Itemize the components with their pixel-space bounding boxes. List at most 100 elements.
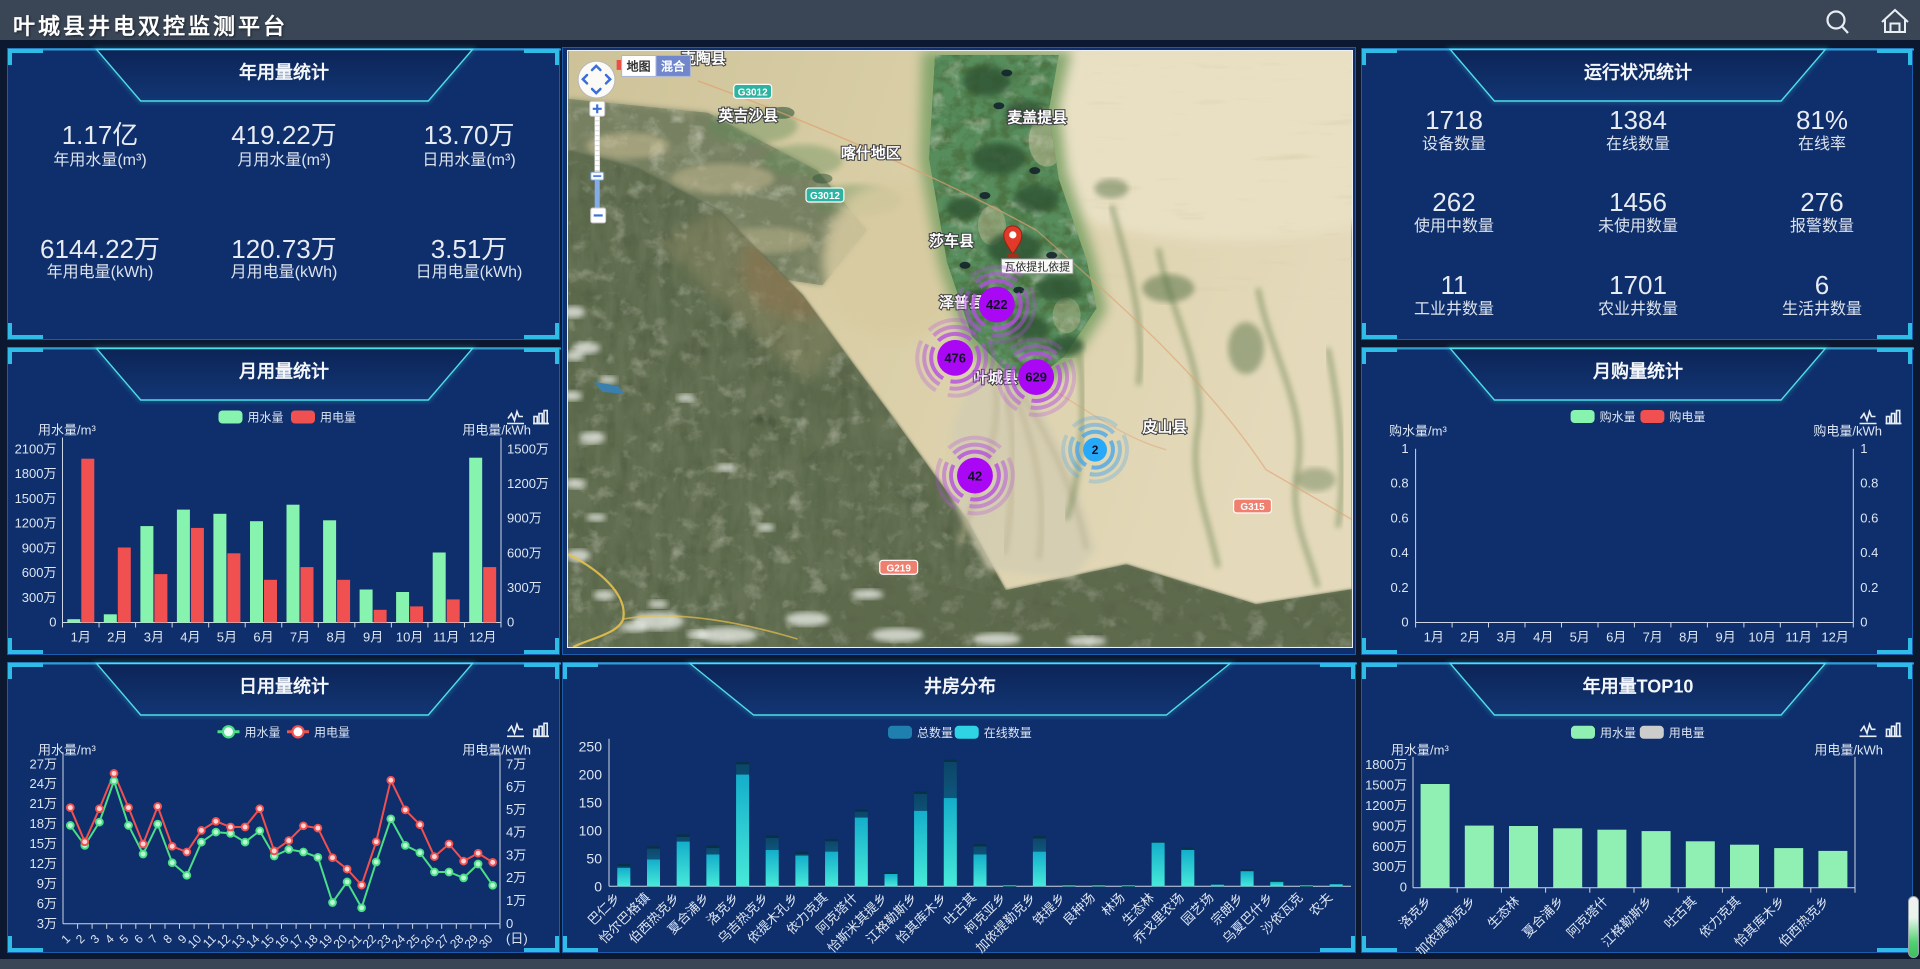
svg-text:7月: 7月 (1643, 629, 1663, 644)
svg-text:英吉沙县: 英吉沙县 (718, 106, 778, 124)
svg-text:用水量/m³: 用水量/m³ (38, 742, 96, 757)
svg-text:27万: 27万 (30, 756, 57, 771)
svg-text:7万: 7万 (506, 756, 526, 771)
svg-text:喀什地区: 喀什地区 (841, 144, 901, 162)
svg-text:总数量: 总数量 (917, 724, 953, 739)
svg-text:1200万: 1200万 (1365, 798, 1407, 813)
svg-text:4万: 4万 (506, 824, 526, 839)
svg-text:30: 30 (476, 931, 496, 951)
svg-text:1: 1 (1401, 440, 1408, 455)
svg-text:1月: 1月 (1424, 629, 1444, 644)
svg-text:8月: 8月 (326, 629, 346, 644)
svg-text:12万: 12万 (30, 856, 57, 871)
svg-text:8: 8 (160, 931, 175, 946)
svg-text:3万: 3万 (506, 847, 526, 862)
svg-text:7: 7 (146, 931, 161, 946)
svg-text:0: 0 (49, 614, 56, 629)
svg-text:10月: 10月 (1748, 629, 1775, 644)
svg-text:4月: 4月 (180, 629, 200, 644)
svg-text:1: 1 (1860, 440, 1867, 455)
svg-text:300万: 300万 (507, 579, 542, 594)
svg-text:农夫: 农夫 (1306, 890, 1335, 919)
svg-text:0.6: 0.6 (1391, 510, 1409, 525)
svg-text:用水量: 用水量 (245, 725, 281, 739)
svg-text:5: 5 (117, 931, 132, 946)
svg-text:良种场: 良种场 (1060, 890, 1098, 928)
svg-text:0: 0 (1860, 614, 1867, 629)
svg-text:5月: 5月 (1570, 629, 1590, 644)
svg-text:0: 0 (507, 614, 514, 629)
svg-text:用水量/m³: 用水量/m³ (1391, 742, 1449, 757)
svg-text:瓦依提扎依提: 瓦依提扎依提 (1004, 259, 1070, 273)
svg-text:1800万: 1800万 (1365, 757, 1407, 772)
svg-text:用水量: 用水量 (1600, 725, 1636, 739)
svg-text:600万: 600万 (22, 565, 57, 580)
svg-text:生态林: 生态林 (1484, 893, 1522, 931)
svg-text:12月: 12月 (469, 629, 496, 644)
svg-text:0: 0 (1400, 879, 1407, 894)
svg-text:422: 422 (986, 297, 1008, 312)
svg-text:300万: 300万 (22, 589, 57, 604)
svg-text:皮山县: 皮山县 (1142, 418, 1187, 436)
svg-text:150: 150 (579, 794, 603, 810)
svg-text:6万: 6万 (506, 779, 526, 794)
svg-text:629: 629 (1025, 370, 1047, 385)
svg-text:3: 3 (88, 931, 103, 946)
svg-text:混合: 混合 (661, 58, 685, 73)
svg-text:21万: 21万 (30, 796, 57, 811)
svg-text:42: 42 (968, 468, 982, 483)
svg-text:8月: 8月 (1679, 629, 1699, 644)
svg-text:0.8: 0.8 (1860, 475, 1878, 490)
svg-text:井房分布: 井房分布 (924, 675, 996, 696)
svg-text:7月: 7月 (290, 629, 310, 644)
svg-text:洛克乡: 洛克乡 (1396, 893, 1434, 931)
svg-text:地图: 地图 (627, 58, 651, 73)
svg-text:夏合浦乡: 夏合浦乡 (1519, 893, 1566, 940)
svg-text:2月: 2月 (107, 629, 127, 644)
svg-text:用电量/kWh: 用电量/kWh (462, 742, 531, 757)
svg-text:吐古其: 吐古其 (1661, 893, 1699, 931)
svg-text:11月: 11月 (433, 629, 460, 644)
svg-text:1万: 1万 (506, 893, 526, 908)
svg-text:900万: 900万 (507, 510, 542, 525)
svg-text:用电量: 用电量 (320, 410, 356, 424)
svg-text:100: 100 (579, 822, 603, 838)
svg-text:G315: G315 (1240, 502, 1265, 513)
svg-text:0.2: 0.2 (1391, 579, 1409, 594)
svg-text:2月: 2月 (1460, 629, 1480, 644)
svg-text:12月: 12月 (1821, 629, 1848, 644)
svg-text:900万: 900万 (1372, 818, 1407, 833)
svg-text:3月: 3月 (144, 629, 164, 644)
svg-text:克陶县: 克陶县 (681, 50, 726, 67)
svg-text:日用量统计: 日用量统计 (239, 675, 329, 696)
svg-text:300万: 300万 (1372, 859, 1407, 874)
svg-text:购电量/kWh: 购电量/kWh (1813, 423, 1882, 438)
svg-text:6月: 6月 (253, 629, 273, 644)
svg-text:G3012: G3012 (810, 191, 840, 202)
svg-text:6月: 6月 (1606, 629, 1626, 644)
svg-text:4月: 4月 (1533, 629, 1553, 644)
svg-text:G219: G219 (887, 563, 912, 574)
svg-text:1200万: 1200万 (507, 476, 549, 491)
svg-text:1月: 1月 (71, 629, 91, 644)
svg-text:0.6: 0.6 (1860, 510, 1878, 525)
svg-text:购水量: 购水量 (1600, 409, 1636, 424)
svg-text:250: 250 (579, 738, 603, 754)
svg-text:1500万: 1500万 (1365, 777, 1407, 792)
svg-text:0: 0 (1401, 614, 1408, 629)
svg-text:15万: 15万 (30, 836, 57, 851)
svg-text:2: 2 (73, 931, 88, 946)
svg-text:476: 476 (944, 350, 966, 365)
svg-text:5万: 5万 (506, 802, 526, 817)
svg-text:用电量/kWh: 用电量/kWh (1814, 742, 1883, 757)
svg-text:10月: 10月 (396, 629, 423, 644)
svg-text:9万: 9万 (37, 876, 57, 891)
svg-text:1200万: 1200万 (15, 515, 57, 530)
svg-text:2: 2 (1092, 443, 1099, 457)
svg-text:在线数量: 在线数量 (984, 724, 1032, 739)
svg-text:G3012: G3012 (738, 87, 768, 98)
svg-text:0: 0 (506, 915, 513, 930)
svg-text:0.8: 0.8 (1391, 475, 1409, 490)
svg-text:11月: 11月 (1785, 629, 1812, 644)
svg-text:6: 6 (131, 931, 146, 946)
